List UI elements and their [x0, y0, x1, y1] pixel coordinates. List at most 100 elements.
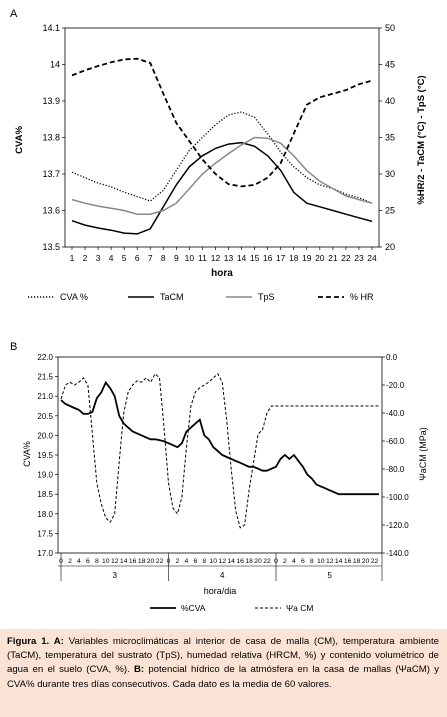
y-tick-label-b: 22.0 [37, 353, 53, 362]
legend-a: CVA % TaCM TpS % HR [28, 292, 374, 302]
y2-tick-label-b: -40.0 [386, 409, 405, 418]
x-tick-label-a: 20 [315, 253, 325, 263]
x-axis-ticks-a: 1 2 3 4 5 6 7 8 9 10 11 12 13 14 15 16 17 18 19 20 21 22 23 24 [70, 247, 377, 263]
y-tick-label-b: 19.0 [37, 471, 53, 480]
x-tick-label-b: 14 [120, 558, 128, 565]
x-tick-label-a: 4 [109, 253, 114, 263]
legend-label-b: %CVA [181, 603, 206, 613]
x-tick-label-b: 18 [245, 558, 253, 565]
y2-tick-label-a: 50 [385, 23, 395, 33]
x-tick-label-b: 2 [283, 558, 287, 565]
y-tick-label-b: 20.0 [37, 431, 53, 440]
x-tick-label-a: 1 [70, 253, 75, 263]
y2-tick-label-b: 0.0 [386, 353, 398, 362]
series-line-b [60, 372, 379, 529]
y-tick-label-a: 13.8 [42, 133, 60, 143]
x-tick-label-a: 12 [211, 253, 221, 263]
x-tick-label-b: 2 [68, 558, 72, 565]
x-tick-label-b: 12 [218, 558, 226, 565]
series-group-a [71, 57, 373, 235]
x-tick-label-a: 15 [250, 253, 260, 263]
x-tick-label-a: 8 [161, 253, 166, 263]
x-tick-label-a: 23 [354, 253, 364, 263]
x-tick-label-b: 20 [362, 558, 370, 565]
y-tick-label-a: 13.9 [42, 96, 60, 106]
plot-area-a [64, 27, 380, 248]
x-tick-label-b: 4 [77, 558, 81, 565]
y2-tick-label-a: 40 [385, 96, 395, 106]
x-tick-label-b: 2 [176, 558, 180, 565]
y2-axis-label-a: %HR/2 - TaCM (°C) - TpS (°C) [416, 75, 427, 204]
legend-label-a: TpS [258, 292, 275, 302]
x-tick-label-b: 12 [111, 558, 119, 565]
x-tick-label-a: 19 [302, 253, 312, 263]
x-axis-label-a: hora [211, 268, 233, 279]
caption-part-b: potencial hídrico de la atmósfera en la … [7, 664, 439, 690]
x-tick-label-b: 8 [95, 558, 99, 565]
x-tick-label-a: 5 [122, 253, 127, 263]
series-line-a [71, 57, 373, 188]
x-tick-label-a: 14 [237, 253, 247, 263]
x-tick-label-b: 20 [147, 558, 155, 565]
x-tick-label-a: 22 [341, 253, 351, 263]
series-line-a [71, 141, 373, 235]
x-tick-label-b: 10 [317, 558, 325, 565]
y2-tick-label-b: -140.0 [386, 549, 409, 558]
y2-tick-label-b: -120.0 [386, 521, 409, 530]
y-tick-label-a: 13.7 [42, 169, 60, 179]
y2-tick-label-a: 35 [385, 133, 395, 143]
y-tick-label-b: 17.5 [37, 529, 53, 538]
day-label-b: 5 [328, 571, 333, 580]
y-tick-label-b: 18.0 [37, 510, 53, 519]
panel-label-a: A [10, 8, 18, 20]
x-tick-label-a: 17 [276, 253, 286, 263]
y2-tick-label-a: 20 [385, 242, 395, 252]
y-tick-label-a: 14 [50, 60, 60, 70]
day-label-b: 3 [113, 571, 118, 580]
x-tick-label-b: 16 [129, 558, 137, 565]
day-label-b: 4 [220, 571, 225, 580]
x-axis-label-b: hora/dia [204, 586, 237, 596]
y2-tick-label-b: -100.0 [386, 493, 409, 502]
y2-axis-ticks-b: 0.0 -20.0 -40.0 -60.0 -80.0 -100.0 -120.0 -140.… [382, 353, 409, 558]
y-tick-label-b: 19.5 [37, 451, 53, 460]
x-tick-label-a: 9 [174, 253, 179, 263]
x-tick-label-b: 16 [344, 558, 352, 565]
series-line-a [71, 136, 373, 215]
caption-label: Figura 1. A: [7, 636, 64, 647]
x-tick-label-b: 6 [301, 558, 305, 565]
x-tick-label-b: 18 [138, 558, 146, 565]
x-tick-label-b: 10 [102, 558, 110, 565]
y-tick-label-b: 18.5 [37, 490, 53, 499]
series-group-b [60, 372, 379, 529]
y-axis-ticks-a: 13.5 13.6 13.7 13.8 13.9 14 14.1 [42, 23, 65, 252]
y-tick-label-b: 20.5 [37, 412, 53, 421]
x-tick-label-b: 22 [156, 558, 164, 565]
day-labels-b: 3 4 5 [58, 553, 383, 581]
caption-part-a: Variables microclimáticas al interior de… [7, 636, 439, 676]
legend-b: %CVA Ψa CM [150, 603, 313, 613]
x-tick-label-a: 18 [289, 253, 299, 263]
x-tick-label-a: 6 [135, 253, 140, 263]
x-tick-label-a: 21 [328, 253, 338, 263]
x-tick-label-b: 18 [353, 558, 361, 565]
y-tick-label-a: 14.1 [42, 23, 60, 33]
chart-b: B 17.017.518.018.519.019.520.020.521.021… [10, 341, 428, 613]
x-tick-label-b: 10 [210, 558, 218, 565]
y-tick-label-b: 17.0 [37, 549, 53, 558]
x-tick-label-a: 13 [224, 253, 234, 263]
y2-tick-label-a: 45 [385, 60, 395, 70]
legend-label-a: % HR [350, 292, 374, 302]
y2-axis-ticks-a: 20 25 30 35 40 45 50 [379, 23, 395, 252]
y-tick-label-a: 13.6 [42, 206, 60, 216]
y-tick-label-a: 13.5 [42, 242, 60, 252]
legend-label-a: TaCM [160, 292, 184, 302]
x-axis-ticks-b: 0246810121416182022024681012141618202202… [59, 558, 378, 565]
x-tick-label-b: 14 [227, 558, 235, 565]
x-tick-label-b: 22 [371, 558, 379, 565]
x-tick-label-b: 16 [236, 558, 244, 565]
legend-label-b: Ψa CM [286, 603, 313, 613]
y2-tick-label-b: -60.0 [386, 437, 405, 446]
x-tick-label-b: 14 [335, 558, 343, 565]
